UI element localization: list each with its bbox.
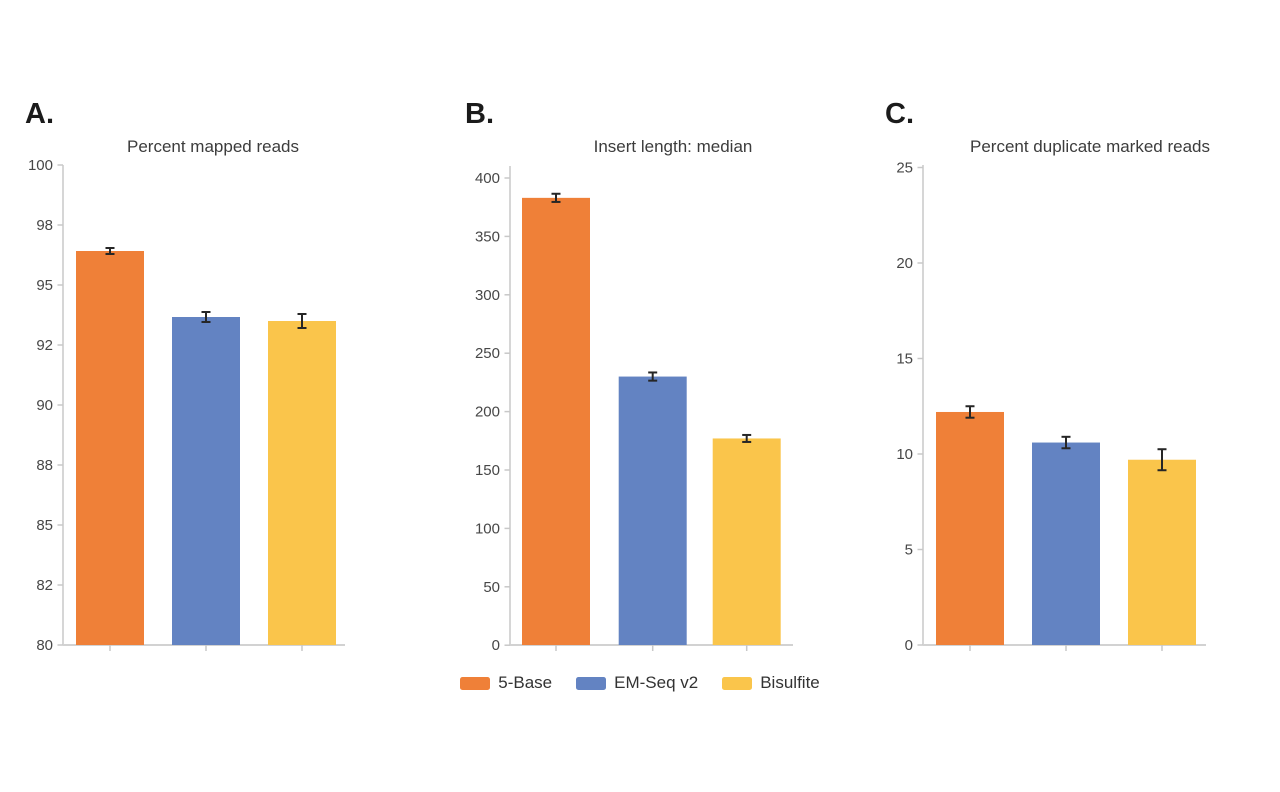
y-tick-label: 200 (475, 404, 500, 421)
panel-c-chart: C. Percent duplicate marked reads 25 20 15 10… (885, 98, 1210, 654)
error-bar-5-base (105, 247, 115, 255)
legend-item-bisulfite: Bisulfite (722, 673, 820, 693)
panel-letter-c: C. (885, 98, 914, 130)
panel-b-chart: B. Insert length: median 400 350 300 250 200 15… (465, 98, 793, 654)
y-tick-label: 400 (475, 170, 500, 187)
legend-swatch-5-base (460, 676, 491, 690)
y-tick-label: 350 (475, 228, 500, 245)
bar-5-base (522, 197, 590, 645)
y-tick-label: 50 (483, 579, 500, 596)
panel-letter-a: A. (25, 98, 54, 130)
legend-item-em-seq-v2: EM-Seq v2 (576, 673, 698, 693)
error-bar-bisulfite (742, 433, 752, 443)
y-tick-label: 95 (36, 277, 53, 294)
bar-5-base (76, 251, 144, 645)
y-tick-label: 85 (36, 517, 53, 534)
panel-a-chart: A. Percent mapped reads 100 98 95 92 90 88 85 82 8… (25, 98, 345, 654)
bar-bisulfite (1128, 459, 1196, 645)
bar-em-seq-v2 (1032, 442, 1100, 645)
error-bar-5-base (965, 405, 975, 419)
y-tick-label: 100 (28, 157, 53, 174)
y-tick-label: 100 (475, 520, 500, 537)
bar-em-seq-v2 (172, 317, 240, 645)
legend-item-5-base: 5-Base (460, 673, 552, 693)
error-bar-em-seq-v2 (201, 311, 211, 323)
error-bar-5-base (551, 192, 561, 203)
y-tick-label: 15 (896, 351, 913, 368)
y-tick-label: 25 (896, 160, 913, 177)
error-bar-em-seq-v2 (648, 371, 658, 382)
legend-label: EM-Seq v2 (614, 673, 699, 692)
legend-label: 5-Base (498, 673, 553, 692)
y-tick-label: 90 (36, 397, 53, 414)
error-bar-em-seq-v2 (1061, 435, 1071, 450)
legend-label: Bisulfite (760, 673, 820, 692)
y-tick-label: 92 (36, 337, 53, 354)
y-tick-label: 0 (492, 637, 500, 654)
error-bar-bisulfite (1157, 448, 1167, 472)
bar-em-seq-v2 (618, 376, 687, 645)
y-tick-label: 0 (905, 637, 913, 654)
chart-title: Percent duplicate marked reads (970, 137, 1210, 156)
y-tick-label: 5 (905, 542, 913, 559)
y-tick-label: 98 (36, 217, 53, 234)
error-bar-bisulfite (297, 313, 307, 329)
legend: 5-Base EM-Seq v2 Bisulfite (0, 673, 1280, 693)
y-tick-label: 88 (36, 457, 53, 474)
chart-title: Percent mapped reads (127, 137, 299, 156)
y-tick-label: 300 (475, 287, 500, 304)
y-tick-label: 20 (896, 255, 913, 272)
bar-5-base (936, 411, 1004, 645)
y-tick-label: 82 (36, 577, 53, 594)
y-tick-label: 250 (475, 345, 500, 362)
chart-title: Insert length: median (594, 137, 753, 156)
bar-bisulfite (712, 438, 781, 645)
y-tick-label: 150 (475, 462, 500, 479)
legend-swatch-em-seq-v2 (576, 676, 607, 690)
legend-swatch-bisulfite (722, 676, 753, 690)
bar-bisulfite (268, 321, 336, 645)
y-tick-label: 10 (896, 446, 913, 463)
panel-letter-b: B. (465, 98, 494, 130)
y-tick-label: 80 (36, 637, 53, 654)
